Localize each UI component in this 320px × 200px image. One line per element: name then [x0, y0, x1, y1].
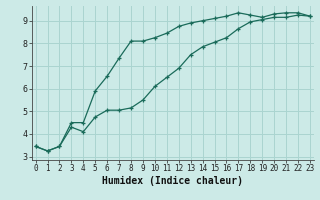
X-axis label: Humidex (Indice chaleur): Humidex (Indice chaleur) — [102, 176, 243, 186]
